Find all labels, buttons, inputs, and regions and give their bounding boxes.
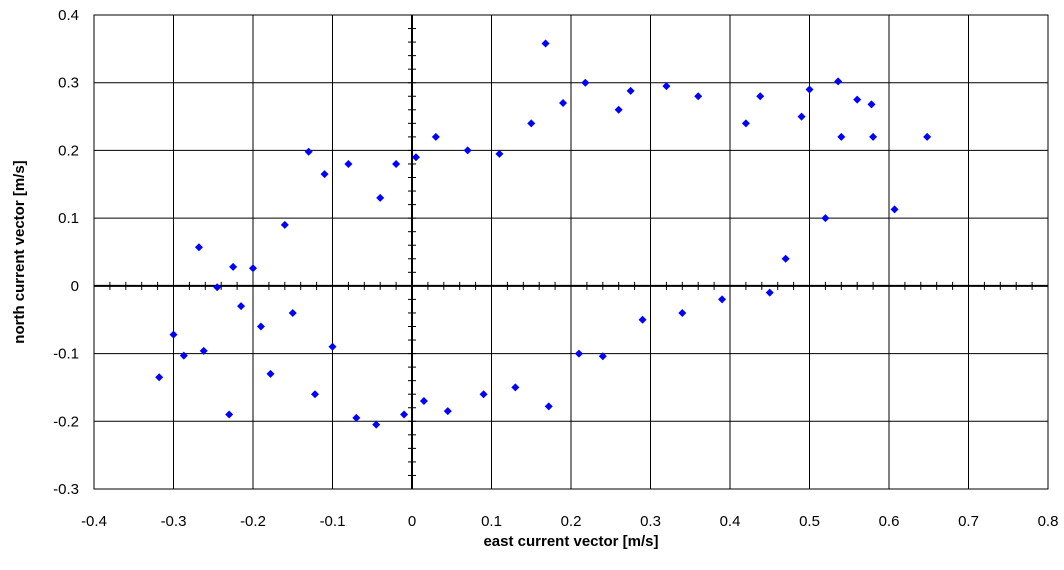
data-point [288,308,297,317]
data-point [431,132,440,141]
data-point [781,254,790,263]
x-tick-label: 0 [408,513,416,530]
data-point [756,92,765,101]
data-point [581,78,590,87]
gridlines [94,15,1048,489]
data-point [678,308,687,317]
data-point [311,390,320,399]
data-point [229,262,238,271]
data-point [598,352,607,361]
data-point [559,99,568,108]
data-point [411,153,420,162]
data-point [718,295,727,304]
y-tick-labels: 0.4 0.3 0.2 0.1 0 -0.1 -0.2 -0.3 [53,7,79,498]
data-point [527,119,536,128]
y-axis-title: north current vector [m/s] [11,160,28,343]
data-point [869,132,878,141]
data-point [237,302,246,311]
data-point [372,420,381,429]
x-tick-label: 0.8 [1038,513,1059,530]
data-point [169,330,178,339]
data-point [574,349,583,358]
axes [93,14,1049,490]
data-point [463,146,472,155]
x-tick-label: -0.3 [161,513,187,530]
y-tick-label: 0.3 [58,75,79,92]
y-tick-label: -0.3 [53,481,79,498]
data-point [304,147,313,156]
data-point [626,86,635,95]
data-point [541,39,550,48]
x-axis-title: east current vector [m/s] [483,533,658,550]
x-tick-label: 0.5 [799,513,820,530]
data-point [328,342,337,351]
data-point [249,264,257,273]
data-point [266,369,275,378]
data-points [155,39,932,429]
data-point [419,396,428,405]
data-point [443,407,452,416]
x-tick-label: 0.2 [561,513,582,530]
data-point [400,410,409,419]
data-point [638,315,647,324]
data-point [834,77,843,86]
data-point [376,193,385,202]
data-point [837,132,846,141]
x-tick-label: -0.1 [320,513,346,530]
x-tick-label: 0.7 [958,513,979,530]
data-point [213,283,222,292]
data-point [853,95,862,104]
data-point [662,82,671,91]
data-point [511,383,520,392]
data-point [544,402,553,411]
y-tick-label: -0.1 [53,346,79,363]
data-point [694,92,703,101]
y-tick-label: 0 [71,278,79,295]
data-point [821,214,830,223]
x-tick-labels: -0.4 -0.3 -0.2 -0.1 0 0.1 0.2 0.3 0.4 0.5 0.6 0.7 0.… [81,513,1058,530]
x-tick-label: 0.1 [481,513,502,530]
data-point [352,413,361,422]
data-point [741,119,750,128]
data-point [256,322,265,331]
data-point [199,346,208,355]
data-point [280,220,289,229]
y-tick-label: 0.1 [58,210,79,227]
y-tick-label: -0.2 [53,413,79,430]
data-point [194,243,203,252]
data-point [890,205,899,214]
data-point [179,351,188,360]
y-tick-label: 0.4 [58,7,79,24]
data-point [495,149,504,158]
data-point [392,159,401,168]
data-point [867,100,876,109]
x-tick-label: 0.4 [720,513,741,530]
data-point [797,112,806,121]
data-point [614,105,623,114]
x-tick-label: -0.4 [81,513,107,530]
x-tick-label: -0.2 [240,513,266,530]
x-tick-label: 0.6 [879,513,900,530]
data-point [805,85,814,94]
data-point [155,373,164,382]
data-point [344,159,353,168]
data-point [923,132,932,141]
data-point [320,170,329,179]
y-tick-label: 0.2 [58,142,79,159]
data-point [225,410,234,419]
data-point [765,288,774,297]
x-tick-label: 0.3 [640,513,661,530]
data-point [479,390,488,399]
